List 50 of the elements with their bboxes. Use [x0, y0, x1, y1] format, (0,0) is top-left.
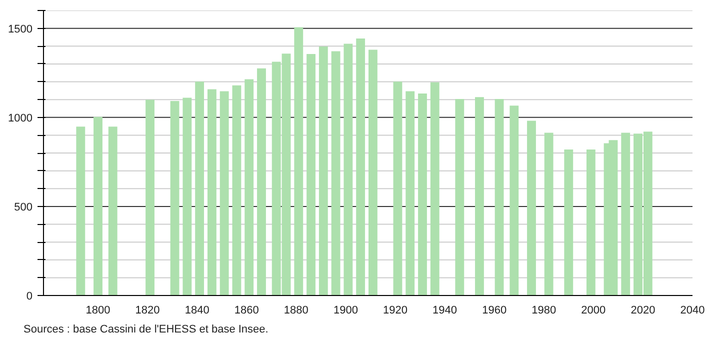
bar — [331, 51, 340, 296]
y-tick-label: 1000 — [8, 112, 33, 124]
bar — [94, 116, 102, 296]
bar — [232, 85, 242, 296]
bar — [257, 68, 266, 296]
bar — [244, 79, 254, 296]
bar — [195, 82, 204, 296]
bar — [76, 126, 86, 296]
bar — [544, 132, 554, 296]
x-tick-label: 1960 — [482, 304, 507, 316]
bar — [356, 38, 366, 296]
bar — [306, 54, 316, 296]
x-tick-label: 1880 — [284, 304, 308, 316]
bar — [393, 82, 402, 296]
bar — [146, 100, 154, 296]
y-tick-label: 1500 — [8, 23, 33, 36]
bar — [207, 89, 216, 296]
y-tick-label: 0 — [26, 290, 33, 302]
x-tick-label: 2040 — [680, 304, 705, 316]
bar — [494, 99, 504, 296]
bar — [564, 149, 574, 296]
bar — [344, 44, 353, 296]
x-tick-label: 2020 — [630, 304, 656, 316]
bar — [220, 91, 229, 296]
bar — [418, 94, 427, 296]
bar — [527, 120, 536, 296]
x-tick-label: 1900 — [333, 304, 358, 316]
source-note: Sources : base Cassini de l'EHESS et base Insee. — [24, 324, 268, 336]
bar — [318, 46, 328, 296]
bar — [621, 132, 630, 296]
x-tick-label: 1920 — [383, 304, 408, 316]
x-tick-label: 1940 — [432, 304, 458, 316]
x-tick-label: 2000 — [581, 304, 606, 316]
x-tick-label: 1840 — [184, 304, 210, 316]
x-tick-label: 1820 — [135, 304, 160, 316]
bar — [430, 82, 440, 296]
bar — [475, 97, 484, 296]
bar — [455, 99, 464, 296]
x-tick-label: 1800 — [86, 304, 110, 316]
x-tick-label: 1980 — [532, 304, 556, 316]
x-tick-label: 1860 — [234, 304, 259, 316]
bar — [406, 91, 415, 296]
bar — [182, 98, 192, 296]
bar — [368, 50, 378, 296]
bar — [510, 106, 519, 296]
bar — [586, 149, 596, 296]
bar — [170, 100, 180, 296]
y-tick-label: 500 — [14, 201, 33, 214]
bar — [294, 27, 304, 296]
bar — [108, 126, 118, 296]
